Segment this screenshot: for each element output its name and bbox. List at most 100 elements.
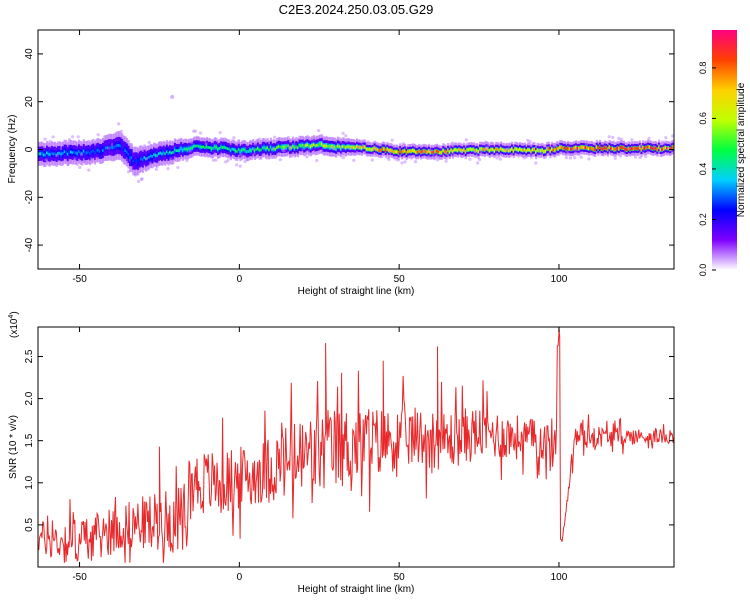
heatmap-cell <box>127 152 130 156</box>
heatmap-cell <box>304 144 308 148</box>
heatmap-cell <box>202 145 205 149</box>
heatmap-cell <box>255 147 258 151</box>
heatmap-cell <box>648 145 651 149</box>
heatmap-speckle <box>257 137 262 141</box>
heatmap-cell <box>554 148 557 152</box>
heatmap-cell <box>113 145 116 149</box>
heatmap-cell <box>579 145 582 149</box>
heatmap-speckle <box>170 94 175 99</box>
heatmap-speckle <box>332 147 336 151</box>
heatmap-speckle <box>73 157 77 161</box>
heatmap-cell <box>606 147 610 151</box>
heatmap-cell <box>594 148 597 152</box>
heatmap-cell <box>58 151 61 155</box>
heatmap-cell <box>672 145 674 149</box>
heatmap-speckle <box>451 141 455 145</box>
heatmap-cell <box>296 146 300 150</box>
heatmap-speckle <box>278 158 282 162</box>
heatmap-cell <box>592 147 595 151</box>
snr-line <box>38 327 674 563</box>
heatmap-cell <box>645 146 648 150</box>
heatmap-cell <box>450 148 453 152</box>
heatmap-speckle <box>344 134 348 138</box>
heatmap-cell <box>614 147 618 151</box>
heatmap-cell <box>125 150 129 154</box>
heatmap-cell <box>571 147 574 151</box>
heatmap-cell <box>256 146 260 150</box>
heatmap-cell <box>603 146 606 150</box>
heatmap-speckle <box>495 156 499 160</box>
heatmap-cell <box>602 147 605 151</box>
heatmap-cell <box>597 147 600 151</box>
heatmap-cell <box>654 146 658 150</box>
heatmap-speckle <box>644 154 648 159</box>
heatmap-speckle <box>305 155 309 159</box>
heatmap-cell <box>65 150 68 154</box>
heatmap-cell <box>280 145 284 149</box>
heatmap-cell <box>533 147 536 151</box>
heatmap-cell <box>381 147 384 151</box>
heatmap-cell <box>177 149 180 153</box>
heatmap-speckle <box>140 177 144 181</box>
heatmap-cell <box>135 159 138 163</box>
heatmap-cell <box>153 153 156 156</box>
heatmap-cell <box>367 147 370 151</box>
heatmap-speckle <box>426 156 430 161</box>
snr-x-axis: -50 0 50 100 <box>72 327 568 583</box>
heatmap-speckle <box>96 133 100 137</box>
snr-x-axis-label: Height of straight line (km) <box>298 584 415 595</box>
heatmap-cell <box>137 160 140 164</box>
heatmap-cell <box>117 144 121 147</box>
heatmap-speckle <box>444 159 448 163</box>
heatmap-cell <box>482 147 485 151</box>
heatmap-cell <box>354 146 357 150</box>
heatmap-cell <box>167 152 170 156</box>
heatmap-cell <box>239 150 242 154</box>
heatmap-speckle <box>373 154 377 158</box>
heatmap-cell <box>164 152 167 156</box>
heatmap-cell <box>140 157 143 161</box>
heatmap-cell <box>95 149 98 152</box>
heatmap-cell <box>618 147 621 151</box>
heatmap-cell <box>507 149 511 153</box>
heatmap-speckle <box>117 122 121 126</box>
heatmap-speckle <box>378 142 382 147</box>
heatmap-cell <box>183 147 186 151</box>
heatmap-cell <box>495 147 498 151</box>
heatmap-speckle <box>534 161 538 165</box>
heatmap-cell <box>426 150 429 154</box>
x-tick-label: 100 <box>551 572 568 583</box>
heatmap-cell <box>306 143 309 147</box>
heatmap-cell <box>309 145 312 149</box>
heatmap-cell <box>244 148 247 152</box>
heatmap-cell <box>292 144 295 148</box>
heatmap-cell <box>456 149 459 152</box>
heatmap-speckle <box>316 129 321 133</box>
heatmap-cell <box>57 151 60 155</box>
heatmap-speckle <box>158 143 162 147</box>
heatmap-speckle <box>51 135 55 139</box>
y-tick-label: 0.5 <box>24 518 35 532</box>
heatmap-cell <box>379 149 383 152</box>
heatmap-cell <box>363 145 367 149</box>
heatmap-speckle <box>607 135 611 139</box>
heatmap-speckle <box>239 153 243 157</box>
heatmap-speckle <box>587 157 591 161</box>
heatmap-speckle <box>390 138 394 142</box>
heatmap-cell <box>196 144 199 148</box>
heatmap-speckle <box>478 157 482 162</box>
heatmap-cell <box>44 153 47 157</box>
heatmap-speckle <box>68 159 72 164</box>
heatmap-speckle <box>573 156 577 160</box>
heatmap-cell <box>97 148 100 152</box>
heatmap-speckle <box>76 135 80 139</box>
heatmap-speckle <box>169 157 173 161</box>
heatmap-speckle <box>129 145 133 150</box>
heatmap-speckle <box>154 167 158 171</box>
heatmap-cell <box>333 145 336 149</box>
heatmap-cell <box>429 151 432 154</box>
heatmap-cell <box>581 145 584 149</box>
heatmap-speckle <box>671 134 674 138</box>
heatmap-cell <box>191 146 194 150</box>
heatmap-cell <box>247 150 250 153</box>
